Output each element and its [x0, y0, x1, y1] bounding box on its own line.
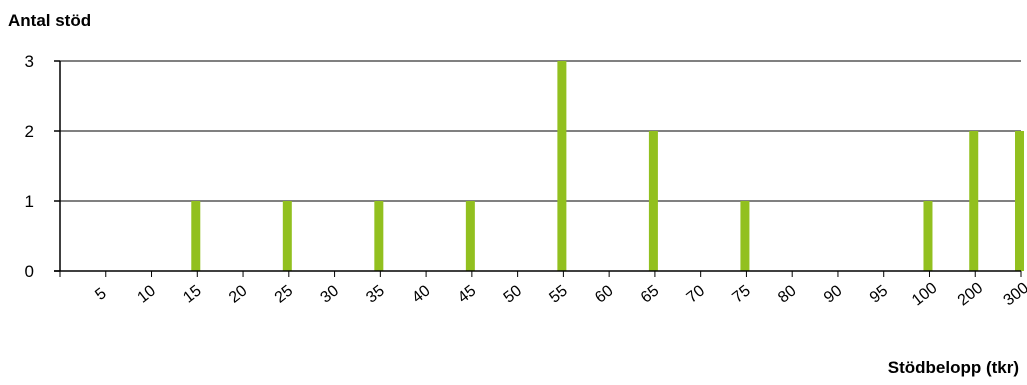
bar: [923, 201, 933, 271]
y-tick-labels: 0 1 2 3: [25, 52, 34, 281]
y-tick-label: 2: [25, 122, 34, 141]
x-tick-label: 25: [272, 282, 297, 306]
gridlines: [60, 60, 1021, 202]
axes: [54, 60, 1022, 277]
x-tick-label: 50: [501, 282, 526, 306]
y-tick-label: 0: [25, 262, 34, 281]
bar: [374, 201, 384, 271]
bar: [557, 61, 567, 271]
x-tick-label: 10: [135, 282, 160, 306]
x-tick-label: 5: [92, 285, 110, 304]
bar: [191, 201, 201, 271]
x-tick-label: 40: [409, 282, 434, 306]
x-tick-label: 80: [775, 282, 800, 306]
x-tick-label: 90: [821, 282, 846, 306]
x-tick-label: 30: [318, 282, 343, 306]
x-tick-label: 95: [867, 282, 892, 306]
y-axis-title: Antal stöd: [8, 11, 91, 30]
bar: [465, 201, 475, 271]
bar: [282, 201, 292, 271]
x-tick-label: 35: [363, 282, 388, 306]
x-tick-label: 15: [180, 282, 205, 306]
bars: [191, 61, 1024, 271]
x-tick-label: 65: [638, 282, 663, 306]
x-tick-label: 300: [1000, 279, 1027, 309]
x-tick-label: 75: [729, 282, 754, 306]
x-axis-title: Stödbelopp (tkr): [888, 358, 1019, 377]
x-tick-label: 20: [226, 282, 251, 306]
bar: [648, 131, 658, 271]
bar: [969, 131, 979, 271]
x-tick-label: 100: [909, 279, 941, 309]
bar: [1015, 131, 1024, 271]
x-tick-labels: 5 10 15 20 25 30 35 40 45 50 55 60 65 70 75 80 90 95 100 20…: [92, 279, 1027, 309]
x-tick-label: 60: [592, 282, 617, 306]
y-tick-label: 3: [25, 52, 34, 71]
y-tick-label: 1: [25, 192, 34, 211]
x-tick-label: 55: [546, 282, 571, 306]
x-tick-label: 70: [684, 282, 709, 306]
x-tick-label: 200: [955, 279, 987, 309]
x-tick-label: 45: [455, 282, 480, 306]
bar: [740, 201, 750, 271]
